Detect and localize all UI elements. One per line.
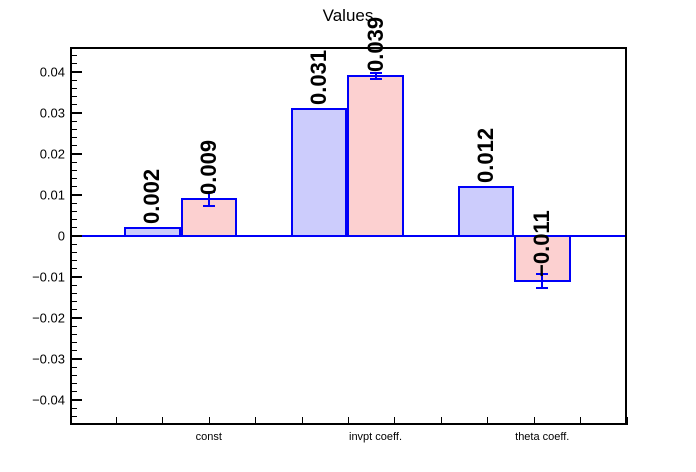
y-minor-tick xyxy=(70,374,77,376)
y-tick-label: 0.03 xyxy=(39,105,65,121)
y-minor-tick xyxy=(70,309,77,311)
y-minor-tick xyxy=(70,79,77,81)
y-minor-tick xyxy=(70,128,77,130)
y-tick-label: −0.02 xyxy=(32,310,65,326)
y-minor-tick xyxy=(70,169,77,171)
x-tick xyxy=(440,417,442,425)
y-tick-label: −0.01 xyxy=(32,269,65,285)
value-label: 0.039 xyxy=(362,17,388,73)
y-minor-tick xyxy=(70,96,77,98)
y-minor-tick xyxy=(70,383,77,385)
y-minor-tick xyxy=(70,391,77,393)
x-category-label: invpt coeff. xyxy=(349,431,402,443)
zero-line xyxy=(70,235,627,237)
y-minor-tick xyxy=(70,243,77,245)
error-bar-line xyxy=(374,72,377,81)
plot-area: 0.002 0.031 0.012 0.009 0.039 −0.011 xyxy=(69,17,628,425)
y-minor-tick xyxy=(70,284,77,286)
error-bar-cap xyxy=(536,287,549,290)
bar-theta-series-blue xyxy=(457,185,514,237)
error-bar-cap xyxy=(202,190,215,193)
value-label: 0.012 xyxy=(472,127,498,183)
y-minor-tick xyxy=(70,415,77,417)
y-major-tick xyxy=(70,71,82,73)
value-label: −0.011 xyxy=(529,210,555,278)
x-tick xyxy=(580,417,582,425)
y-minor-tick xyxy=(70,63,77,65)
y-major-tick xyxy=(70,275,82,278)
y-minor-tick xyxy=(70,202,77,204)
y-tick-label: −0.03 xyxy=(32,351,65,367)
y-minor-tick xyxy=(70,120,77,122)
y-minor-tick xyxy=(70,186,77,188)
y-minor-tick xyxy=(70,161,77,163)
y-minor-tick xyxy=(70,366,77,368)
x-tick xyxy=(208,417,210,425)
y-major-tick xyxy=(70,357,82,360)
x-tick xyxy=(626,417,628,425)
y-minor-tick xyxy=(70,342,77,344)
x-tick xyxy=(255,417,257,425)
y-tick-label: 0.02 xyxy=(39,146,65,162)
y-minor-tick xyxy=(70,178,77,180)
y-minor-tick xyxy=(70,325,77,327)
y-major-tick xyxy=(70,153,82,155)
x-tick xyxy=(533,417,535,425)
error-bar-line xyxy=(541,272,544,290)
y-tick-label: 0 xyxy=(57,228,65,244)
y-minor-tick xyxy=(70,268,77,270)
y-minor-tick xyxy=(70,87,77,89)
y-minor-tick xyxy=(70,55,77,57)
y-minor-tick xyxy=(70,137,77,139)
y-major-tick xyxy=(70,316,82,319)
y-minor-tick xyxy=(70,145,77,147)
y-major-tick xyxy=(70,235,82,237)
x-tick xyxy=(162,417,164,425)
x-tick xyxy=(115,417,117,425)
x-tick xyxy=(69,417,71,425)
x-tick xyxy=(301,417,303,425)
y-minor-tick xyxy=(70,227,77,229)
x-tick xyxy=(487,417,489,425)
error-bar-cap xyxy=(536,272,549,275)
y-tick-label: 0.04 xyxy=(39,64,65,80)
value-label: 0.002 xyxy=(139,168,165,224)
bar-invpt-series-blue xyxy=(290,107,348,237)
x-category-label: const xyxy=(195,431,222,443)
y-minor-tick xyxy=(70,210,77,212)
y-tick-label: −0.04 xyxy=(32,392,65,408)
y-minor-tick xyxy=(70,407,77,409)
error-bar-cap xyxy=(369,78,382,81)
y-minor-tick xyxy=(70,104,77,106)
x-tick xyxy=(348,417,349,425)
y-minor-tick xyxy=(70,292,77,294)
error-bar-line xyxy=(207,190,210,208)
error-bar-cap xyxy=(369,72,382,74)
x-category-label: theta coeff. xyxy=(515,431,570,443)
bar-invpt-series-pink xyxy=(347,75,404,237)
value-label: 0.009 xyxy=(195,140,221,196)
x-tick xyxy=(394,417,396,425)
error-bar-cap xyxy=(202,205,215,208)
y-tick-label: 0.01 xyxy=(39,187,65,203)
y-minor-tick xyxy=(70,251,77,253)
value-label: 0.031 xyxy=(306,49,331,105)
y-minor-tick xyxy=(70,301,77,303)
y-major-tick xyxy=(70,398,82,401)
y-minor-tick xyxy=(70,219,77,221)
y-minor-tick xyxy=(70,260,77,262)
chart-title: Values xyxy=(322,6,374,25)
y-major-tick xyxy=(70,112,82,114)
y-minor-tick xyxy=(70,333,77,335)
y-minor-tick xyxy=(70,350,77,352)
y-major-tick xyxy=(70,194,82,196)
